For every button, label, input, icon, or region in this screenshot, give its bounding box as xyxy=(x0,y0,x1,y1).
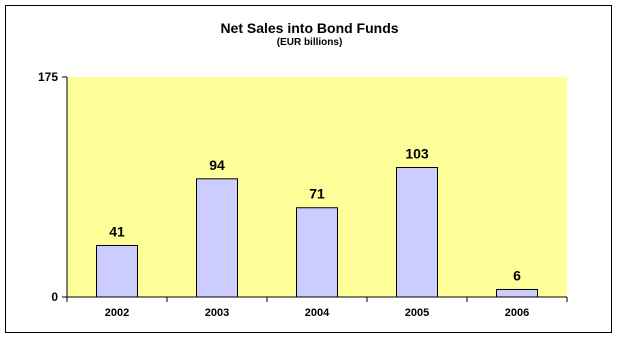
data-label-2006: 6 xyxy=(513,267,521,283)
data-label-2003: 94 xyxy=(209,157,225,173)
data-label-2002: 41 xyxy=(109,223,125,239)
data-label-2004: 71 xyxy=(309,186,325,202)
x-tick-label-2002: 2002 xyxy=(105,307,129,319)
x-tick-label-2003: 2003 xyxy=(205,307,229,319)
y-tick-label: 175 xyxy=(38,70,58,84)
chart-title: Net Sales into Bond Funds xyxy=(220,20,399,36)
x-tick-label-2005: 2005 xyxy=(405,307,429,319)
bar-2002 xyxy=(96,244,138,298)
bar-2004 xyxy=(296,207,338,298)
bar-2006 xyxy=(496,288,538,298)
bar-2003 xyxy=(196,178,238,298)
x-tick-label-2006: 2006 xyxy=(505,307,529,319)
data-label-2005: 103 xyxy=(405,146,429,162)
bar-2005 xyxy=(396,167,438,298)
chart-subtitle: (EUR billions) xyxy=(276,37,343,48)
x-tick-label-2004: 2004 xyxy=(305,307,330,319)
y-tick-label: 0 xyxy=(51,290,58,304)
